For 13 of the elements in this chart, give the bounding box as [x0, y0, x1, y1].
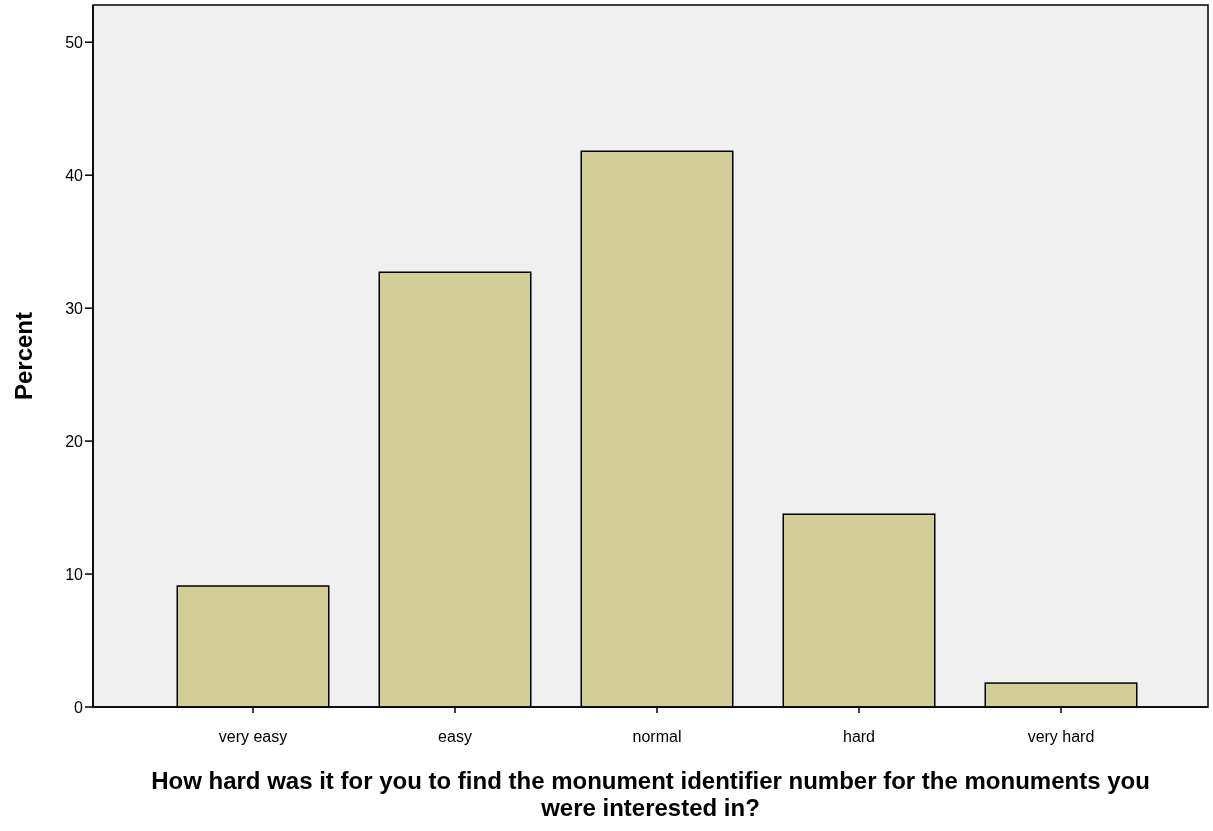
x-tick-label: easy — [438, 728, 472, 745]
x-axis-title: How hard was it for you to find the monument identifier number for the monuments you were interested in? — [151, 767, 1150, 821]
x-tick-label: very easy — [218, 728, 288, 745]
y-tick-label: 10 — [65, 565, 84, 583]
y-tick-label: 50 — [65, 33, 84, 51]
x-tick-label: normal — [632, 728, 682, 745]
y-tick-label: 30 — [65, 299, 84, 317]
y-tick-label: 20 — [65, 432, 84, 450]
x-tick-label: hard — [842, 728, 876, 745]
y-axis-title: Percent — [10, 311, 37, 401]
y-tick-label: 40 — [65, 166, 84, 184]
x-tick-label: very hard — [1027, 728, 1095, 745]
y-tick-label: 0 — [74, 698, 84, 716]
